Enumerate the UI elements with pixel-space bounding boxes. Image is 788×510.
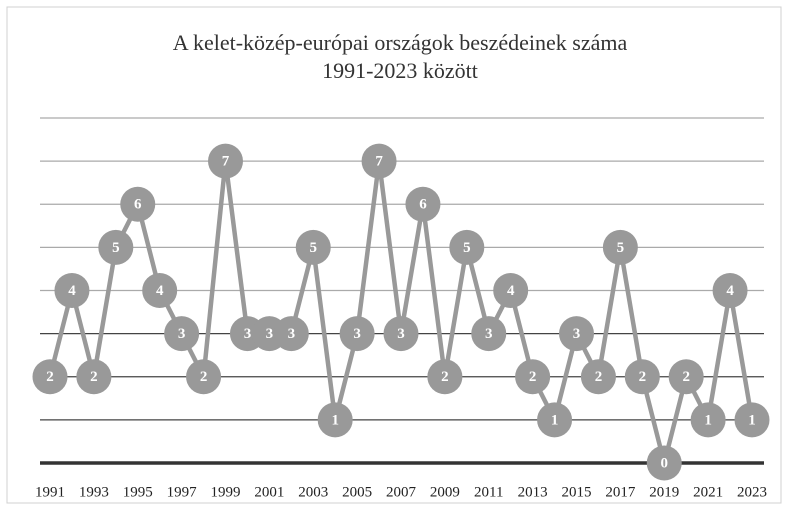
data-label: 1: [331, 412, 339, 428]
x-tick-label: 2003: [298, 484, 328, 500]
x-tick-label: 2009: [430, 484, 460, 500]
data-label: 3: [266, 326, 274, 342]
data-point: [734, 402, 770, 438]
data-label: 3: [244, 326, 252, 342]
data-point: [580, 359, 616, 395]
data-label: 2: [639, 369, 647, 385]
data-label: 6: [134, 197, 142, 213]
data-label: 1: [551, 412, 559, 428]
data-point: [339, 316, 375, 352]
x-tick-label: 1995: [123, 484, 153, 500]
data-label: 4: [507, 283, 515, 299]
x-tick-label: 1997: [167, 484, 198, 500]
x-tick-label: 2019: [649, 484, 679, 500]
data-label: 3: [178, 326, 186, 342]
data-label: 3: [485, 326, 493, 342]
x-tick-label: 2021: [693, 484, 723, 500]
data-point: [515, 359, 551, 395]
data-point: [32, 359, 68, 395]
data-point: [164, 316, 200, 352]
data-label: 4: [726, 283, 734, 299]
x-tick-label: 1991: [35, 484, 65, 500]
data-point: [76, 359, 112, 395]
data-point: [646, 445, 682, 481]
data-label: 5: [310, 240, 318, 256]
data-point: [427, 359, 463, 395]
data-label: 2: [90, 369, 98, 385]
data-point: [668, 359, 704, 395]
data-point: [273, 316, 309, 352]
x-tick-label: 2007: [386, 484, 417, 500]
data-point: [449, 229, 485, 265]
data-point: [361, 143, 397, 179]
data-label: 6: [419, 197, 427, 213]
data-label: 4: [68, 283, 76, 299]
data-point: [295, 229, 331, 265]
data-point: [186, 359, 222, 395]
data-label: 2: [441, 369, 449, 385]
data-point: [602, 229, 638, 265]
x-tick-label: 1999: [211, 484, 241, 500]
x-tick-label: 2011: [474, 484, 503, 500]
data-label: 5: [112, 240, 120, 256]
data-label: 4: [156, 283, 164, 299]
x-tick-label: 2005: [342, 484, 372, 500]
data-point: [317, 402, 353, 438]
data-label: 3: [573, 326, 581, 342]
x-tick-label: 2023: [737, 484, 767, 500]
data-point: [690, 402, 726, 438]
x-tick-label: 2015: [562, 484, 592, 500]
data-label: 3: [288, 326, 296, 342]
x-tick-label: 2013: [518, 484, 548, 500]
chart-subtitle: 1991-2023 között: [322, 58, 478, 83]
chart-title: A kelet-közép-európai országok beszédein…: [173, 30, 628, 55]
data-point: [624, 359, 660, 395]
data-label: 0: [661, 455, 669, 471]
data-point: [142, 273, 178, 308]
data-point: [712, 273, 748, 308]
data-label: 3: [353, 326, 361, 342]
data-point: [471, 316, 507, 352]
data-label: 7: [222, 154, 230, 170]
data-label: 1: [748, 412, 756, 428]
data-point: [405, 186, 441, 222]
x-tick-label: 2017: [605, 484, 636, 500]
data-point: [383, 316, 419, 352]
data-point: [98, 229, 134, 265]
data-point: [208, 143, 243, 179]
data-label: 2: [682, 369, 690, 385]
data-label: 2: [595, 369, 603, 385]
x-tick-label: 2001: [254, 484, 284, 500]
data-label: 7: [375, 154, 383, 170]
data-label: 2: [46, 369, 54, 385]
x-tick-label: 1993: [79, 484, 109, 500]
data-label: 2: [529, 369, 537, 385]
data-point: [537, 402, 573, 438]
data-label: 3: [397, 326, 405, 342]
data-label: 5: [463, 240, 471, 256]
data-label: 1: [704, 412, 712, 428]
data-point: [120, 186, 156, 222]
data-point: [493, 273, 529, 308]
data-label: 2: [200, 369, 208, 385]
data-point: [559, 316, 594, 352]
data-label: 5: [617, 240, 625, 256]
data-point: [54, 273, 90, 308]
